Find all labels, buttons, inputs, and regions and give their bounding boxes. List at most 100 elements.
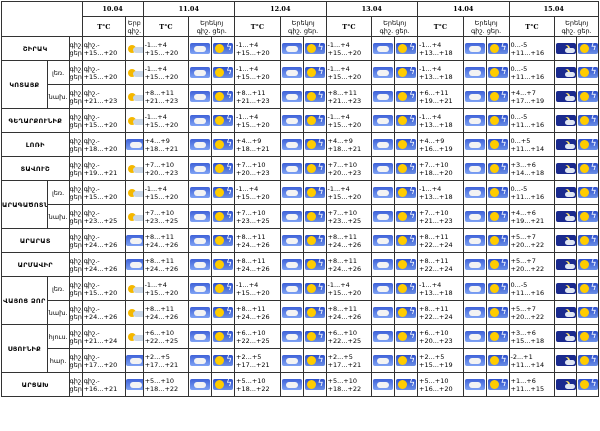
weather-icon-cell xyxy=(371,324,396,349)
partly-cloudy-icon xyxy=(126,163,143,174)
thunderstorm-icon xyxy=(577,307,598,318)
temp-value: -1...+4 +15...+20 xyxy=(234,276,281,301)
thunderstorm-icon xyxy=(577,211,598,222)
temp-night: +7...+10 xyxy=(419,208,449,217)
temp-day: +17...+21 xyxy=(236,360,270,369)
weather-icon-cell xyxy=(211,276,236,301)
night-label: գիշ. xyxy=(69,304,83,313)
weather-icon-cell xyxy=(279,372,304,397)
weather-icon-cell xyxy=(188,204,213,229)
night-cloudy-icon xyxy=(555,283,576,294)
weather-icon-cell xyxy=(302,60,327,85)
cloudy-icon xyxy=(190,43,211,54)
temp-value: +8...+11 +24...+26 xyxy=(325,252,373,277)
evening-label: Երեկոյ xyxy=(383,18,407,27)
region-row: ԱՐԱԳԱԾՈՏՆլեռ.գիշ.ցեր.գիշ.-+15...+20-1...… xyxy=(1,180,599,229)
weather-icon-cell xyxy=(302,180,327,205)
weather-icon-cell xyxy=(554,36,577,61)
thunderstorm-icon xyxy=(487,307,508,318)
night-cloudy-icon xyxy=(555,307,576,318)
cloudy-icon xyxy=(190,163,211,174)
thunderstorm-icon xyxy=(396,283,417,294)
temp-night: +5...+7 xyxy=(510,256,536,265)
weather-icon-cell xyxy=(279,252,304,277)
temp-night: -1...+4 xyxy=(327,40,350,49)
temp-night: +2...+5 xyxy=(144,352,170,361)
temp-day: +21...+24 xyxy=(83,336,118,345)
subregion-label: լեռ. xyxy=(46,60,70,85)
temp-night: +7...+10 xyxy=(419,160,449,169)
thunderstorm-icon xyxy=(487,139,508,150)
temp-value: -1...+4 +15...+20 xyxy=(234,108,281,133)
weather-icon-cell xyxy=(302,228,327,253)
weather-icon-cell xyxy=(394,300,419,325)
temp-value: +8...+11 +22...+24 xyxy=(417,228,464,253)
thunderstorm-icon xyxy=(577,115,598,126)
weather-icon-cell xyxy=(279,84,304,109)
temp-day: +23...+25 xyxy=(83,216,118,225)
temp-night: գիշ.- xyxy=(83,112,100,121)
weather-icon-cell xyxy=(576,156,599,181)
temp-night: գիշ.- xyxy=(83,232,100,241)
temp-value: -1...+4 +13...+18 xyxy=(417,180,464,205)
night-label: գիշ. xyxy=(69,112,83,121)
cloudy-icon xyxy=(126,235,143,246)
thunderstorm-icon xyxy=(487,115,508,126)
weather-icon-cell xyxy=(302,324,327,349)
temp-night: գիշ.- xyxy=(83,64,100,73)
weather-icon-cell xyxy=(302,204,327,229)
temp-value: +7...+10 +23...+25 xyxy=(142,204,190,229)
daypart-header: Երեկոյ գիշ. ցեր. xyxy=(462,16,510,37)
night-cloudy-icon xyxy=(555,91,576,102)
temp-value: գիշ.- +15...+20 xyxy=(81,276,127,301)
weather-icon-cell xyxy=(485,276,510,301)
temp-value: +4...+9 +18...+21 xyxy=(142,132,190,157)
temp-value: -1...+4 +15...+20 xyxy=(325,180,373,205)
weather-icon-cell xyxy=(485,108,510,133)
temp-night: +6...+10 xyxy=(419,328,449,337)
thunderstorm-icon xyxy=(487,187,508,198)
temp-value: -1...+4 +15...+20 xyxy=(325,108,373,133)
cloudy-icon xyxy=(190,115,211,126)
thunderstorm-icon xyxy=(213,91,234,102)
cloudy-icon xyxy=(126,379,143,390)
night-label: գիշ. xyxy=(196,26,211,35)
date-header: 12.04 xyxy=(234,1,327,17)
temp-day: +11...+14 xyxy=(510,360,545,369)
temp-night: +8...+11 xyxy=(236,304,266,313)
weather-icon-cell xyxy=(462,84,487,109)
cloudy-icon xyxy=(464,379,485,390)
night-label: գիշ. xyxy=(69,136,83,145)
partly-cloudy-icon xyxy=(126,91,143,102)
temp-value: +5...+7 +20...+22 xyxy=(508,252,556,277)
temp-night: գիշ.- xyxy=(83,88,100,97)
temp-day: +15...+20 xyxy=(327,72,362,81)
temp-value: +6...+10 +20...+23 xyxy=(417,324,464,349)
weather-icon-cell xyxy=(211,36,236,61)
temp-night: 0...-5 xyxy=(510,40,528,49)
temp-value: +5...+7 +20...+22 xyxy=(508,300,556,325)
temp-night: գիշ.- xyxy=(83,376,100,385)
weather-icon-cell xyxy=(188,108,213,133)
temp-day: +15...+20 xyxy=(236,72,270,81)
weather-icon-cell xyxy=(576,372,599,397)
temp-header: T°C xyxy=(325,16,373,37)
cloudy-icon xyxy=(281,139,302,150)
temp-day: +24...+26 xyxy=(83,240,118,249)
region-row: նախ.գիշ.ցեր.գիշ.-+21...+23+8...+11+21...… xyxy=(2,84,599,109)
temp-value: 0...+5 +11...+14 xyxy=(508,132,556,157)
cloudy-icon xyxy=(281,379,302,390)
time-labels: գիշ.ցեր. xyxy=(68,300,83,325)
weather-icon-cell xyxy=(302,276,327,301)
daypart-header: Երեկոյ գիշ. ցեր. xyxy=(554,16,599,37)
temp-value: գիշ.- +19...+21 xyxy=(81,156,127,181)
day-label: ցեր. xyxy=(395,26,410,35)
cloudy-icon xyxy=(464,43,485,54)
day-label: ցեր. xyxy=(69,360,82,369)
thunderstorm-icon xyxy=(304,355,325,366)
thunderstorm-icon xyxy=(213,211,234,222)
thunderstorm-icon xyxy=(487,331,508,342)
temp-night: -1...+4 xyxy=(236,40,259,49)
temp-value: +8...+11 +24...+26 xyxy=(234,252,281,277)
temp-night: 0...-5 xyxy=(510,280,528,289)
